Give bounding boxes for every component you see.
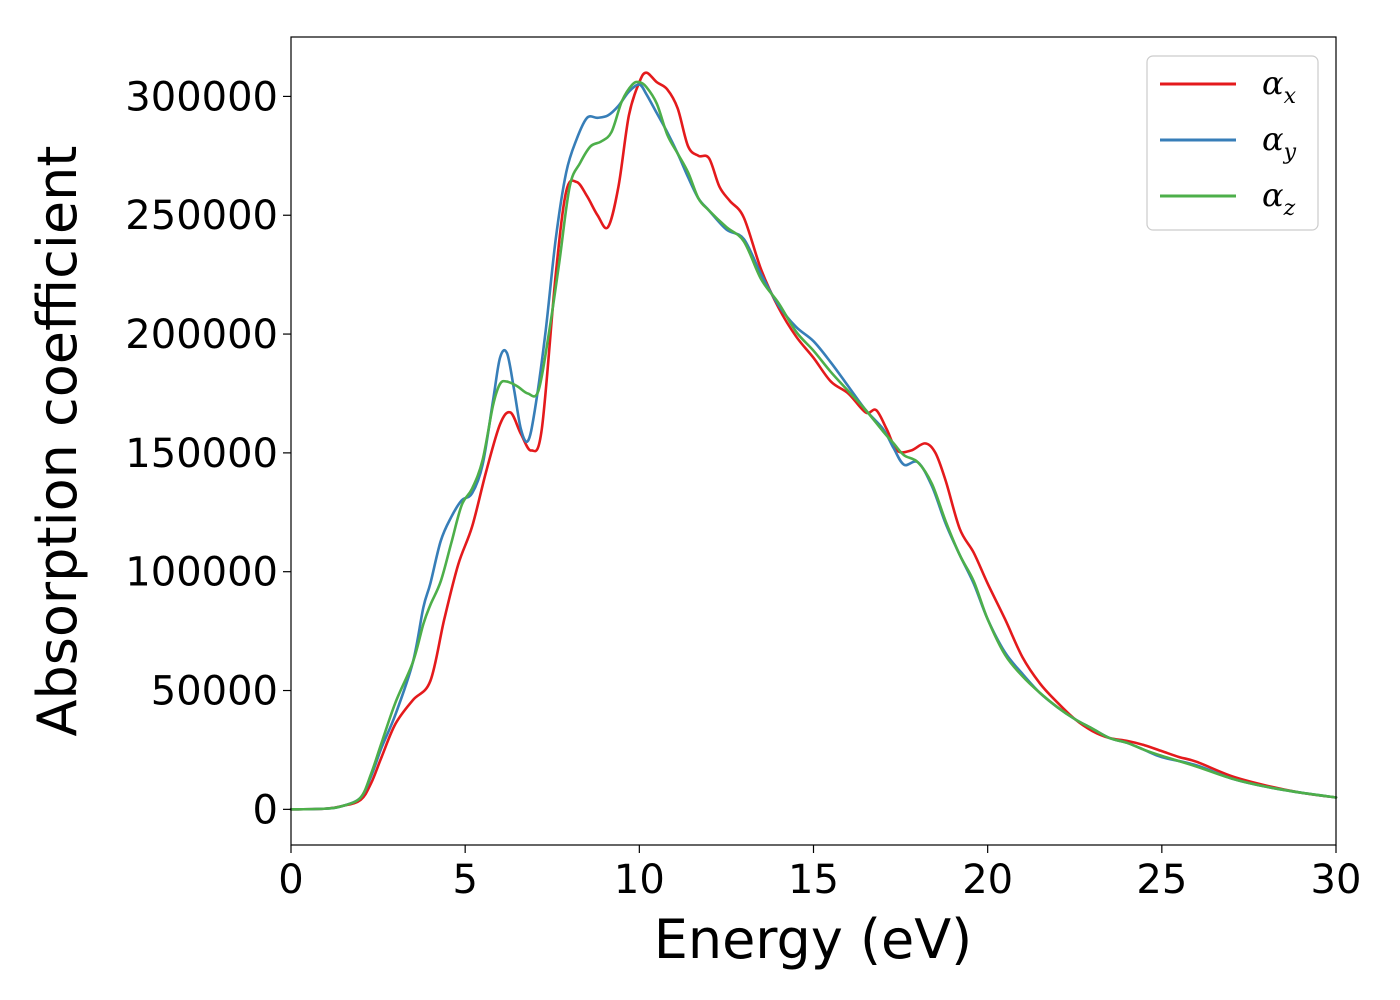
series-layer xyxy=(289,71,1338,811)
y-axis-ticks: 0 50000 100000 150000 200000 250000 300000 xyxy=(125,74,291,833)
y-tick-label: 0 xyxy=(253,787,278,833)
legend-label-z: αz xyxy=(1262,176,1296,221)
series-line-x xyxy=(289,71,1338,811)
x-tick-label: 15 xyxy=(788,857,839,903)
legend-symbol: α xyxy=(1262,64,1284,102)
legend-symbol: α xyxy=(1262,176,1284,214)
x-tick-label: 25 xyxy=(1136,857,1187,903)
y-tick-label: 200000 xyxy=(125,312,278,358)
y-tick-label: 100000 xyxy=(125,550,278,596)
y-tick-label: 250000 xyxy=(125,193,278,239)
legend-subscript: y xyxy=(1283,140,1297,165)
x-axis-ticks: 0 5 10 15 20 25 30 xyxy=(278,845,1361,903)
x-tick-label: 20 xyxy=(962,857,1013,903)
x-axis-title: Energy (eV) xyxy=(654,908,973,971)
y-tick-label: 300000 xyxy=(125,74,278,120)
x-tick-label: 30 xyxy=(1311,857,1362,903)
legend-subscript: z xyxy=(1283,196,1296,221)
x-tick-label: 10 xyxy=(614,857,665,903)
y-tick-label: 50000 xyxy=(151,669,278,715)
legend-symbol: α xyxy=(1262,120,1284,158)
x-tick-label: 0 xyxy=(278,857,303,903)
legend-subscript: x xyxy=(1284,84,1297,109)
x-tick-label: 5 xyxy=(452,857,477,903)
y-axis-title: Absorption coefficient xyxy=(26,146,89,737)
series-line-z xyxy=(289,80,1338,811)
legend-box xyxy=(1146,55,1319,231)
y-tick-label: 150000 xyxy=(125,431,278,477)
legend-label-x: αx xyxy=(1262,64,1297,109)
legend-label-y: αy xyxy=(1262,120,1297,165)
